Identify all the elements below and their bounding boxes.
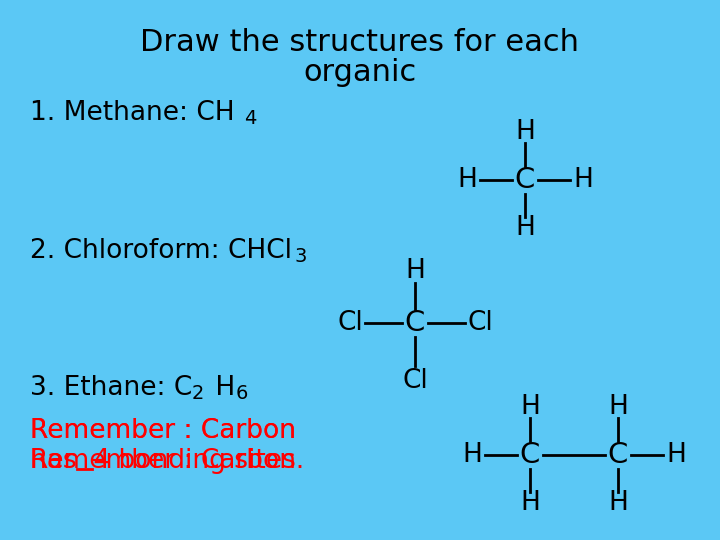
Text: H: H — [573, 167, 593, 193]
Text: C: C — [515, 166, 535, 194]
Text: C: C — [520, 441, 540, 469]
Text: H: H — [666, 442, 686, 468]
Text: H: H — [515, 215, 535, 241]
Text: Draw the structures for each: Draw the structures for each — [140, 28, 580, 57]
Text: H: H — [405, 258, 425, 284]
Text: Cl: Cl — [402, 368, 428, 394]
Text: 3: 3 — [295, 247, 307, 266]
Text: Cl: Cl — [467, 310, 493, 336]
Text: 2: 2 — [192, 384, 204, 403]
Text: 2. Chloroform: CHCl: 2. Chloroform: CHCl — [30, 238, 292, 264]
Text: 6: 6 — [236, 384, 248, 403]
Text: has  4 bonding sites.: has 4 bonding sites. — [30, 448, 305, 474]
Text: organic: organic — [303, 58, 417, 87]
Text: H: H — [520, 394, 540, 420]
Text: H: H — [515, 119, 535, 145]
Text: Remember : Carbon: Remember : Carbon — [30, 448, 296, 474]
Text: H: H — [608, 490, 628, 516]
Text: H: H — [207, 375, 235, 401]
Text: H: H — [608, 394, 628, 420]
Text: 3. Ethane: C: 3. Ethane: C — [30, 375, 192, 401]
Text: Remember : Carbon: Remember : Carbon — [30, 418, 296, 444]
Text: Remember : Carbon: Remember : Carbon — [30, 418, 296, 444]
Text: 4: 4 — [244, 109, 256, 128]
Text: H: H — [457, 167, 477, 193]
Text: H: H — [520, 490, 540, 516]
Text: Cl: Cl — [337, 310, 363, 336]
Text: H: H — [462, 442, 482, 468]
Text: 1. Methane: CH: 1. Methane: CH — [30, 100, 235, 126]
Text: C: C — [405, 309, 426, 337]
Text: C: C — [608, 441, 628, 469]
